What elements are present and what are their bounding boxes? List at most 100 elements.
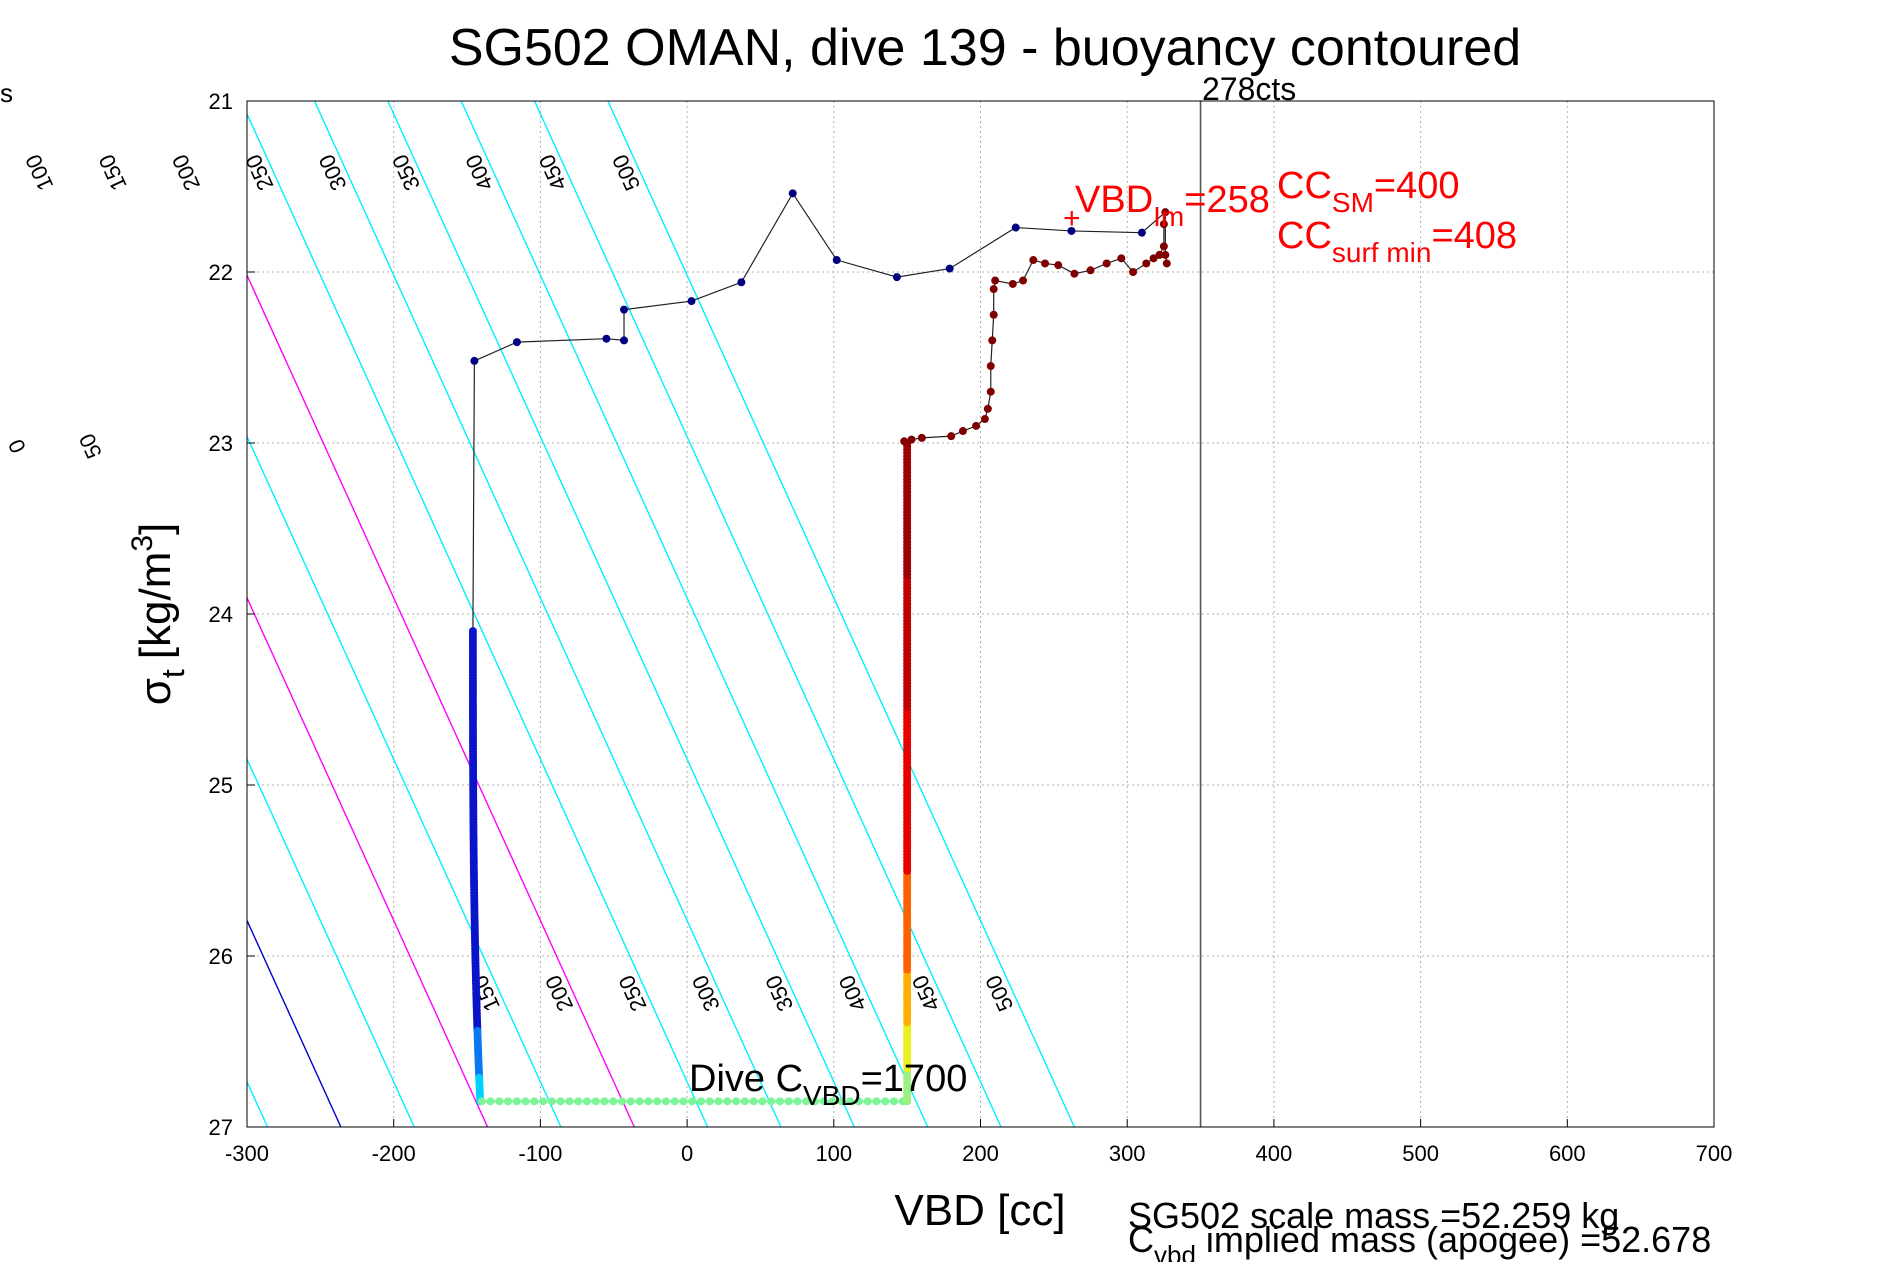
contour-label: 450 bbox=[907, 971, 945, 1015]
contour-label: 100 bbox=[20, 151, 58, 195]
descent-point bbox=[470, 356, 479, 365]
vline-label: 278cts bbox=[1202, 71, 1296, 107]
footer-implied-mass: Cvbd implied mass (apogee) =52.678 bbox=[1128, 1219, 1711, 1262]
ascent-point bbox=[983, 404, 992, 413]
x-tick-label: 700 bbox=[1696, 1141, 1733, 1166]
svg-text:CCsurf min=408: CCsurf min=408 bbox=[1277, 215, 1517, 268]
descent-point bbox=[620, 305, 629, 314]
x-tick-label: 500 bbox=[1402, 1141, 1439, 1166]
ascent-point bbox=[1149, 254, 1158, 263]
x-tick-label: 100 bbox=[815, 1141, 852, 1166]
svg-text:+: + bbox=[1063, 202, 1081, 235]
descent-point bbox=[602, 334, 611, 343]
contour-label: 250 bbox=[240, 151, 278, 195]
contour-label: 400 bbox=[834, 971, 872, 1015]
ascent-point bbox=[991, 276, 1000, 285]
descent-point bbox=[687, 297, 696, 306]
y-tick-label: 26 bbox=[209, 944, 233, 969]
contour-label: 500 bbox=[607, 151, 645, 195]
contour-label: 300 bbox=[314, 151, 352, 195]
contour-label: 350 bbox=[760, 971, 798, 1015]
descent-point bbox=[1067, 226, 1076, 235]
ascent-point bbox=[989, 285, 998, 294]
ascent-point bbox=[986, 387, 995, 396]
descent-point bbox=[788, 189, 797, 198]
ascent-point bbox=[986, 362, 995, 371]
contour-line bbox=[247, 273, 635, 1127]
ascent-point bbox=[947, 432, 956, 441]
svg-text:σt[kg/m3]: σt[kg/m3] bbox=[126, 523, 191, 706]
ascent-point bbox=[1159, 220, 1168, 229]
contour-label: 500 bbox=[980, 971, 1018, 1015]
contour-line bbox=[460, 101, 929, 1127]
svg-text:Dive CVBD=1700: Dive CVBD=1700 bbox=[689, 1058, 967, 1111]
y-tick-label: 23 bbox=[209, 431, 233, 456]
descent-join-line bbox=[472, 360, 475, 632]
ascent-point bbox=[1019, 276, 1028, 285]
ascent-point bbox=[1142, 259, 1151, 268]
contour-line bbox=[533, 101, 1002, 1127]
ascent-point bbox=[1041, 259, 1050, 268]
ascent-point bbox=[980, 415, 989, 424]
ascent-point bbox=[1029, 256, 1038, 265]
contour-label: 450 bbox=[534, 151, 572, 195]
x-tick-label: -300 bbox=[225, 1141, 269, 1166]
descent-point bbox=[945, 264, 954, 273]
ascent-deep-point bbox=[903, 439, 912, 447]
ascent-point bbox=[1102, 259, 1111, 268]
ascent-point bbox=[988, 336, 997, 345]
contour-line bbox=[607, 101, 1076, 1127]
annotation-cc-surf: CCsurf min=408 bbox=[1277, 215, 1517, 268]
y-tick-label: 25 bbox=[209, 773, 233, 798]
contour-label: 200 bbox=[167, 151, 205, 195]
contour-label: 400 bbox=[460, 151, 498, 195]
svg-text:VBDIm=258: VBDIm=258 bbox=[1075, 179, 1270, 232]
ascent-point bbox=[1159, 242, 1168, 251]
contour-line bbox=[0, 101, 121, 1127]
y-axis-label: σt[kg/m3] bbox=[126, 523, 191, 706]
contour-line bbox=[247, 112, 709, 1127]
ascent-point bbox=[972, 421, 981, 430]
ascent-point bbox=[958, 427, 967, 436]
contour-label: 50 bbox=[74, 430, 107, 463]
contour-line bbox=[313, 101, 782, 1127]
descent-point bbox=[737, 278, 746, 287]
svg-text:Cvbd implied mass (apogee) =52: Cvbd implied mass (apogee) =52.678 bbox=[1128, 1219, 1711, 1262]
x-tick-label: 400 bbox=[1256, 1141, 1293, 1166]
ascent-point bbox=[917, 433, 926, 442]
x-tick-label: 0 bbox=[681, 1141, 693, 1166]
x-tick-label: 300 bbox=[1109, 1141, 1146, 1166]
chart-title: SG502 OMAN, dive 139 - buoyancy contoure… bbox=[449, 19, 1521, 77]
x-axis-label: VBD [cc] bbox=[894, 1186, 1065, 1235]
ascent-point bbox=[1129, 268, 1138, 276]
x-tick-label: 200 bbox=[962, 1141, 999, 1166]
descent-line bbox=[474, 192, 1142, 362]
contour-label: 200 bbox=[540, 971, 578, 1015]
ascent-point bbox=[1161, 250, 1170, 259]
descent-point bbox=[1011, 223, 1020, 232]
contour-label: 0 bbox=[3, 435, 31, 456]
annotation-cc-sm: CCSM=400 bbox=[1277, 165, 1459, 218]
contour-line bbox=[247, 757, 415, 1127]
svg-text:CCSM=400: CCSM=400 bbox=[1277, 165, 1459, 218]
x-tick-label: 600 bbox=[1549, 1141, 1586, 1166]
contour-line bbox=[247, 918, 342, 1127]
ascent-point bbox=[1117, 254, 1126, 263]
y-tick-label: 22 bbox=[209, 260, 233, 285]
axis-ticks: -300 -200 -100 0 100 200 300 400 500 600 700 21 22 23… bbox=[209, 89, 1733, 1166]
ascent-point bbox=[1054, 261, 1063, 270]
ascent-point bbox=[1008, 279, 1017, 288]
ascent-point bbox=[1162, 259, 1171, 268]
footer-scale-mass: SG502 scale mass =52.259 kg bbox=[1128, 1195, 1619, 1236]
contour-line bbox=[387, 101, 855, 1127]
x-tick-label: -100 bbox=[518, 1141, 562, 1166]
descent-point bbox=[620, 336, 629, 345]
descent-point bbox=[1137, 228, 1146, 237]
descent-point bbox=[512, 338, 521, 347]
contour-label: 300 bbox=[687, 971, 725, 1015]
contour-label: 350 bbox=[387, 151, 425, 195]
y-tick-label: 24 bbox=[209, 602, 233, 627]
y-tick-label: 21 bbox=[209, 89, 233, 114]
contour-label: 150 bbox=[94, 151, 132, 195]
descent-point bbox=[832, 256, 841, 265]
